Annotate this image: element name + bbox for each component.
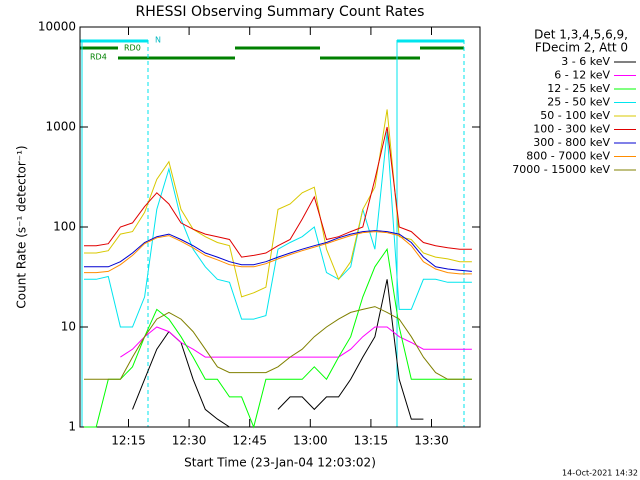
legend-label: 7000 - 15000 keV <box>512 163 610 176</box>
series-line <box>84 131 472 328</box>
series-line <box>84 230 472 272</box>
x-tick-label: 12:15 <box>111 434 146 448</box>
annotation: RD0 <box>124 44 141 53</box>
y-tick-label: 1 <box>68 420 76 434</box>
legend-label: 25 - 50 keV <box>547 96 610 109</box>
legend-label: 300 - 800 keV <box>533 136 610 149</box>
legend-label: 6 - 12 keV <box>554 69 610 82</box>
legend-label: 100 - 300 keV <box>533 123 610 136</box>
legend-label: 800 - 7000 keV <box>526 150 610 163</box>
x-tick-label: 12:30 <box>172 434 207 448</box>
legend-label: 3 - 6 keV <box>561 55 610 68</box>
series-line <box>120 326 472 358</box>
series-line <box>84 231 472 275</box>
y-axis-label: Count Rate (s⁻¹ detector⁻¹) <box>15 145 29 308</box>
series-line <box>84 109 472 298</box>
y-tick-label: 1000 <box>45 120 76 134</box>
x-tick-label: 13:15 <box>354 434 389 448</box>
x-tick-label: 13:00 <box>293 434 328 448</box>
x-axis-label: Start Time (23-Jan-04 12:03:02) <box>184 456 376 470</box>
series-line <box>84 306 472 380</box>
annotation: N <box>155 36 161 45</box>
footer: 14-Oct-2021 14:32 <box>562 469 638 478</box>
x-tick-label: 12:45 <box>232 434 267 448</box>
y-tick-label: 100 <box>53 220 76 234</box>
y-tick-label: 10 <box>61 320 76 334</box>
legend-label: 50 - 100 keV <box>540 109 610 122</box>
y-tick-label: 10000 <box>38 20 76 34</box>
legend-title: FDecim 2, Att 0 <box>535 41 628 55</box>
plot-frame <box>79 26 481 428</box>
chart-title: RHESSI Observing Summary Count Rates <box>136 4 425 20</box>
legend-label: 12 - 25 keV <box>547 82 610 95</box>
annotation: RD4 <box>90 53 107 62</box>
flags <box>80 39 464 60</box>
x-tick-label: 13:30 <box>414 434 449 448</box>
legend-title: Det 1,3,4,5,6,9, <box>534 28 628 42</box>
series-line <box>84 247 472 429</box>
series-line <box>132 279 424 428</box>
series-line <box>84 126 472 258</box>
